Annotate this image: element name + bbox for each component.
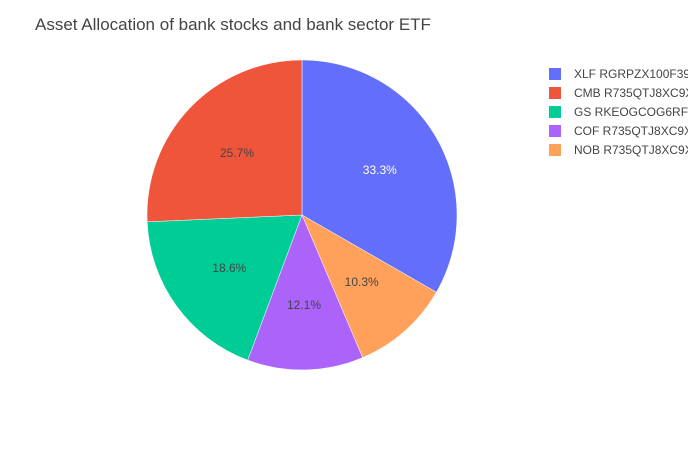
pie-slice-gs-rkeogcog6rfp [146,214,303,361]
legend-swatch-nob-r735qtj8xc9x[interactable] [549,144,561,156]
legend-label-nob-r735qtj8xc9x[interactable]: NOB R735QTJ8XC9X [574,143,693,157]
legend-swatch-cmb-r735qtj8xc9x[interactable] [549,87,561,99]
pie-slice-labels: 33.3% 10.3% 12.1% 18.6% 25.7% [212,146,397,312]
pie-slice-xlf-rgrpzx100f39 [301,59,458,293]
legend-label-xlf-rgrpzx100f39[interactable]: XLF RGRPZX100F39 [574,67,690,81]
legend: XLF RGRPZX100F39 CMB R735QTJ8XC9X GS RKEOG… [549,67,696,157]
slice-percent-label-nob-r735qtj8xc9x: 10.3% [345,275,379,289]
legend-swatch-xlf-rgrpzx100f39[interactable] [549,68,561,80]
slice-percent-label-gs-rkeogcog6rfp: 18.6% [212,261,246,275]
pie-slice-cmb-r735qtj8xc9x [146,59,303,223]
slice-percent-label-xlf-rgrpzx100f39: 33.3% [363,163,397,177]
legend-swatch-gs-rkeogcog6rfp[interactable] [549,106,561,118]
legend-label-cmb-r735qtj8xc9x[interactable]: CMB R735QTJ8XC9X [574,86,693,100]
legend-swatch-cof-r735qtj8xc9x[interactable] [549,125,561,137]
chart-title: Asset Allocation of bank stocks and bank… [35,15,431,34]
slice-percent-label-cof-r735qtj8xc9x: 12.1% [287,298,321,312]
slice-percent-label-cmb-r735qtj8xc9x: 25.7% [220,146,254,160]
legend-label-cof-r735qtj8xc9x[interactable]: COF R735QTJ8XC9X [574,124,692,138]
pie-slice-nob-r735qtj8xc9x [301,214,437,358]
pie-slices [146,59,458,371]
pie-slice-cof-r735qtj8xc9x [247,214,363,371]
legend-label-gs-rkeogcog6rfp[interactable]: GS RKEOGCOG6RFP [574,105,696,119]
